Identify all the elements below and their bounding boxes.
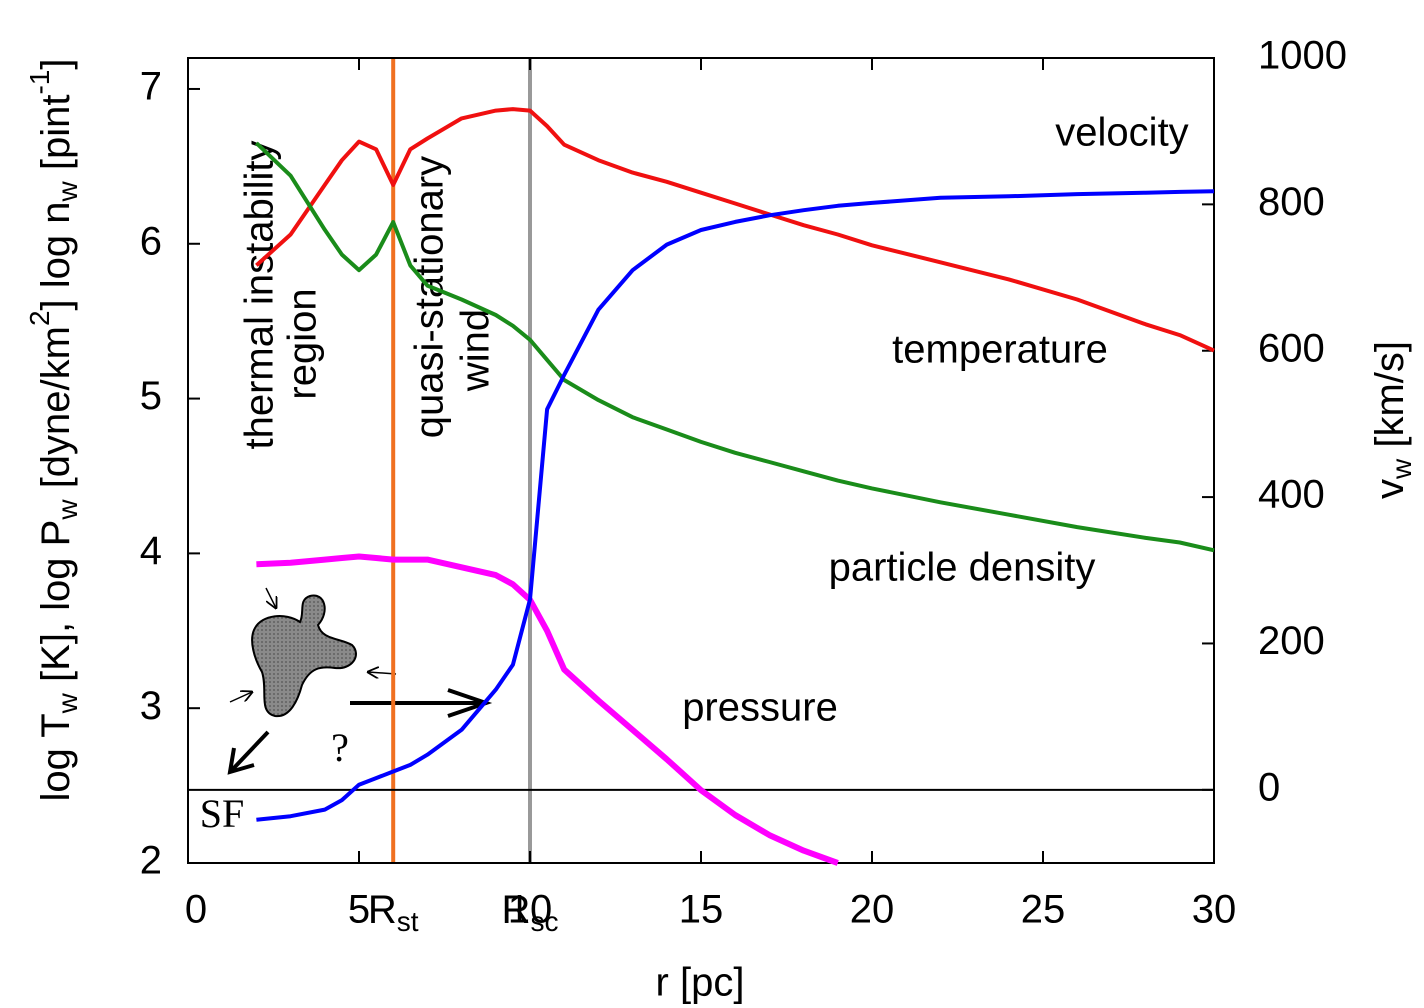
- x-axis-label: r [pc]: [656, 961, 745, 1005]
- cloud-sketch: [227, 587, 493, 775]
- y2-tick-label: 1000: [1258, 34, 1347, 78]
- y-axis-label-part: -1: [24, 70, 55, 95]
- annotation: quasi-stationary: [408, 156, 452, 438]
- reference-label: Rst: [368, 888, 419, 938]
- y-axis-label: log Tw [K], log Pw [dyne/km2] log nw [pi…: [24, 58, 83, 801]
- y-axis-label-part: ] log n: [34, 201, 78, 310]
- y2-tick-label: 200: [1258, 619, 1325, 663]
- zero-line-label: SF: [200, 791, 245, 836]
- series-line: [256, 553, 839, 866]
- y-tick-label: 7: [140, 65, 162, 109]
- y2-axis-label: vw [km/s]: [1368, 341, 1418, 499]
- annotation: ?: [331, 725, 349, 770]
- y2-axis-label-part: w: [1386, 458, 1417, 480]
- x-tick-label: 15: [679, 888, 724, 932]
- series-label: pressure: [682, 686, 838, 730]
- y2-tick-label: 600: [1258, 326, 1325, 370]
- series-line: [256, 189, 1215, 822]
- y-axis-label-part: w: [52, 692, 83, 714]
- y-axis-label-part: w: [52, 180, 83, 202]
- y-tick-label: 4: [140, 529, 162, 573]
- x-tick-label: 10: [508, 888, 553, 932]
- annotation: region: [281, 288, 325, 399]
- y-tick-label: 2: [140, 839, 162, 883]
- series-label: temperature: [892, 328, 1108, 372]
- y-axis-label-part: ]: [34, 58, 78, 69]
- x-tick-label: 25: [1021, 888, 1066, 932]
- y-tick-label: 5: [140, 374, 162, 418]
- y2-axis-label-part: v: [1368, 479, 1412, 499]
- y2-tick-label: 800: [1258, 180, 1325, 224]
- reference-label-part: sc: [530, 906, 558, 937]
- y2-tick-label: 400: [1258, 473, 1325, 517]
- reference-label: Rsc: [502, 888, 559, 938]
- x-tick-label: 20: [850, 888, 895, 932]
- reference-label-part: R: [368, 888, 397, 932]
- y-axis-label-part: 2: [24, 310, 55, 326]
- y-axis-label-part: [pint: [34, 95, 78, 182]
- reference-label-part: R: [502, 888, 531, 932]
- y2-axis-label-part: [km/s]: [1368, 341, 1412, 459]
- reference-label-part: st: [397, 906, 419, 937]
- x-tick-label: 30: [1192, 888, 1237, 932]
- y-axis-label-part: [dyne/km: [34, 326, 78, 499]
- annotation: thermal instability: [238, 140, 282, 449]
- series-label: particle density: [829, 546, 1096, 590]
- series-line: [255, 141, 1215, 553]
- x-tick-label: 0: [185, 888, 207, 932]
- y-axis-label-part: [K], log P: [34, 520, 78, 693]
- y2-tick-label: 0: [1258, 765, 1280, 809]
- x-tick-label: 5: [348, 888, 370, 932]
- series-label: velocity: [1055, 111, 1188, 155]
- y-axis-label-part: w: [52, 499, 83, 521]
- series-line: [255, 107, 1215, 353]
- y-tick-label: 3: [140, 684, 162, 728]
- annotation: wind: [454, 309, 498, 392]
- y-tick-label: 6: [140, 219, 162, 263]
- y-axis-label-part: log T: [34, 713, 78, 801]
